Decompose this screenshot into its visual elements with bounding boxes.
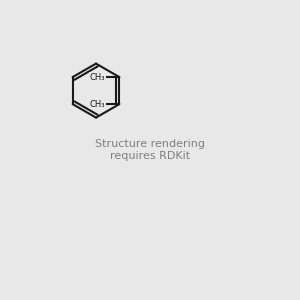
Text: CH₃: CH₃ <box>89 100 105 109</box>
Text: Structure rendering
requires RDKit: Structure rendering requires RDKit <box>95 139 205 161</box>
Text: CH₃: CH₃ <box>89 73 105 82</box>
